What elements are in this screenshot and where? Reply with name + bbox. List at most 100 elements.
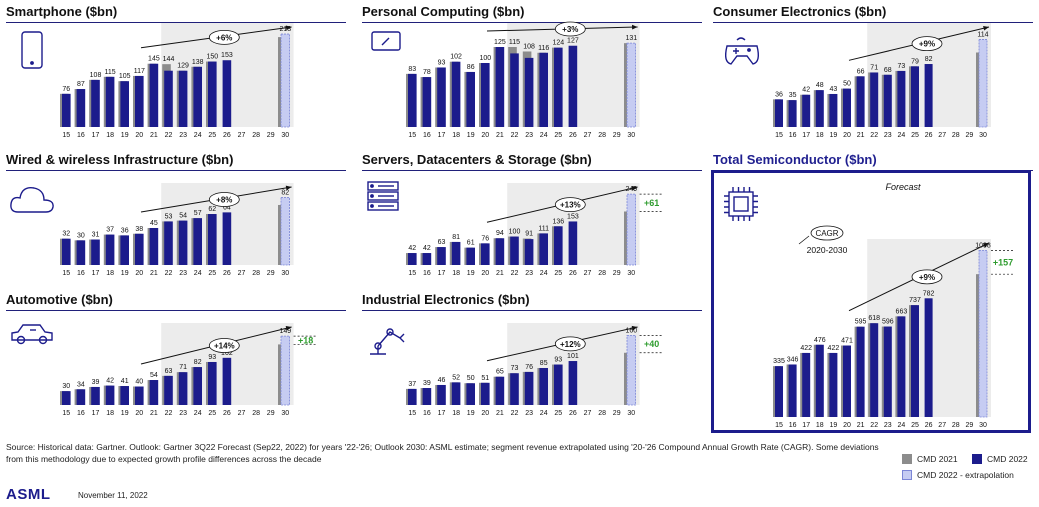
bar-cmd2022 bbox=[208, 214, 217, 265]
server-led bbox=[370, 184, 374, 188]
tick-label: 23 bbox=[179, 132, 187, 139]
delta-label: +18 bbox=[298, 335, 313, 345]
tick-label: 26 bbox=[925, 132, 933, 139]
data-label: 93 bbox=[554, 357, 562, 364]
data-label: 100 bbox=[509, 229, 521, 236]
data-label: 160 bbox=[625, 327, 637, 334]
tick-label: 17 bbox=[802, 132, 810, 139]
data-label: 78 bbox=[423, 69, 431, 76]
cagr-label: +9% bbox=[919, 40, 935, 49]
panel-title: Automotive ($bn) bbox=[6, 292, 113, 307]
tick-label: 18 bbox=[452, 132, 460, 139]
bar-cmd2022 bbox=[76, 389, 86, 405]
servers-datacenters-storage-chart: 42 15 42 16 63 17 81 18 61 19 76 20 94 21 100 22 91 23 111… bbox=[367, 181, 662, 277]
legend-item-extrapolation: CMD 2022 - extrapolation bbox=[902, 470, 1014, 480]
data-label: 346 bbox=[787, 356, 799, 363]
bar-cmd2022 bbox=[120, 81, 129, 127]
data-label: 115 bbox=[105, 69, 116, 76]
data-label: 93 bbox=[438, 59, 446, 66]
bar-extrapolation bbox=[280, 197, 291, 266]
data-label: 108 bbox=[523, 43, 535, 50]
tick-label: 29 bbox=[267, 132, 275, 139]
tick-label: 28 bbox=[598, 270, 606, 277]
data-label: 595 bbox=[855, 319, 867, 326]
data-label: 150 bbox=[206, 54, 218, 61]
car-wheel bbox=[38, 335, 48, 345]
robot-joint bbox=[386, 328, 394, 336]
bar-extrapolation bbox=[626, 193, 637, 266]
tick-label: 18 bbox=[106, 270, 114, 277]
data-label: 131 bbox=[625, 35, 637, 42]
bar-extrapolation bbox=[978, 39, 988, 128]
data-label: 117 bbox=[134, 68, 145, 75]
tick-label: 15 bbox=[408, 270, 416, 277]
data-label: 335 bbox=[773, 358, 785, 365]
bar-cmd2022 bbox=[222, 60, 232, 128]
data-label: 149 bbox=[279, 328, 291, 335]
bar-cmd2022 bbox=[178, 220, 188, 265]
bar-cmd2022 bbox=[408, 253, 417, 265]
tick-label: 22 bbox=[511, 410, 519, 417]
tick-label: 16 bbox=[77, 132, 85, 139]
data-label: 116 bbox=[538, 45, 549, 52]
cagr-label: +9% bbox=[919, 273, 935, 282]
robot-arm-icon bbox=[370, 328, 405, 355]
bar-cmd2022 bbox=[911, 305, 919, 417]
data-label: 65 bbox=[496, 369, 504, 376]
bar-cmd2022 bbox=[524, 57, 534, 127]
tick-label: 24 bbox=[540, 270, 548, 277]
bar-cmd2022 bbox=[524, 239, 534, 265]
server-led bbox=[370, 194, 374, 198]
tick-label: 28 bbox=[952, 132, 960, 139]
data-label: 102 bbox=[221, 350, 233, 357]
bar-cmd2022 bbox=[870, 72, 879, 127]
data-label: 100 bbox=[479, 55, 491, 62]
data-label: 114 bbox=[977, 31, 988, 38]
tick-label: 29 bbox=[613, 270, 621, 277]
panel-wired-wireless-infrastructure: Wired & wireless Infrastructure ($bn) 32… bbox=[6, 152, 346, 284]
tick-label: 27 bbox=[584, 410, 592, 417]
tick-label: 18 bbox=[452, 410, 460, 417]
cagr-arrowhead bbox=[983, 243, 989, 248]
tick-label: 23 bbox=[525, 270, 533, 277]
data-label: 42 bbox=[106, 378, 114, 385]
bar-cmd2022 bbox=[91, 386, 100, 405]
car-wheel bbox=[16, 335, 26, 345]
data-label: 30 bbox=[62, 383, 70, 390]
legend-item-cmd2022: CMD 2022 bbox=[972, 454, 1028, 464]
data-label: 42 bbox=[408, 245, 416, 252]
tick-label: 23 bbox=[525, 132, 533, 139]
tick-label: 29 bbox=[613, 410, 621, 417]
data-label: 40 bbox=[135, 379, 143, 386]
tick-label: 19 bbox=[121, 410, 129, 417]
data-label: 36 bbox=[121, 227, 129, 234]
chip-icon bbox=[724, 187, 758, 221]
data-label: 76 bbox=[62, 86, 70, 93]
tick-label: 23 bbox=[884, 422, 892, 429]
tick-label: 30 bbox=[627, 132, 635, 139]
tick-label: 28 bbox=[952, 422, 960, 429]
tick-label: 20 bbox=[481, 132, 489, 139]
data-label: 46 bbox=[438, 377, 446, 384]
data-label: 108 bbox=[90, 72, 102, 79]
panel-consumer-electronics: Consumer Electronics ($bn) 36 15 35 16 42 17 4… bbox=[713, 4, 1033, 146]
tick-label: 24 bbox=[540, 410, 548, 417]
panel-rule bbox=[362, 170, 702, 171]
data-label: 34 bbox=[77, 381, 85, 388]
panel-title: Smartphone ($bn) bbox=[6, 4, 118, 19]
bar-cmd2022 bbox=[105, 76, 115, 127]
bar-cmd2022 bbox=[135, 386, 144, 405]
bar-cmd2022 bbox=[843, 88, 851, 127]
tick-label: 23 bbox=[179, 410, 187, 417]
tick-label: 16 bbox=[77, 410, 85, 417]
asml-logo: ASML bbox=[6, 486, 51, 503]
data-label: 81 bbox=[452, 234, 460, 241]
data-label: 83 bbox=[408, 66, 416, 73]
legend-swatch-cmd2022 bbox=[972, 454, 982, 464]
tick-label: 26 bbox=[223, 270, 231, 277]
tick-label: 18 bbox=[452, 270, 460, 277]
tick-label: 19 bbox=[467, 132, 475, 139]
cagr-badge bbox=[911, 269, 943, 285]
bar-cmd2022 bbox=[466, 383, 475, 405]
bar-cmd2022 bbox=[539, 52, 548, 128]
